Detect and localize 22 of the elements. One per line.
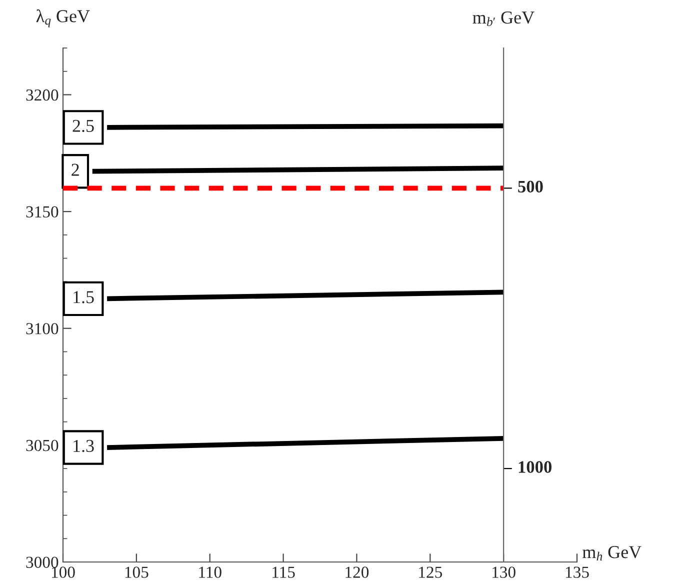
y2-tick-label: 500: [518, 180, 543, 193]
x-tick-label: 125: [419, 566, 442, 578]
series-label: 1.3: [74, 440, 94, 452]
y-axis-title: λ$_{q}$ GeV: [36, 9, 90, 28]
y-tick-label: 3100: [26, 323, 58, 334]
x-tick-label: 105: [125, 566, 148, 578]
y-tick-label: 3200: [26, 89, 58, 101]
y-tick-label: 3150: [26, 206, 58, 218]
x-tick-label: 120: [346, 566, 369, 578]
series-label: 2.5: [72, 120, 94, 132]
series-label: 1.5: [74, 291, 94, 304]
x-tick-label: 100: [52, 566, 75, 578]
y-tick-label: 3000: [26, 556, 58, 568]
x-tick-label: 110: [199, 566, 222, 578]
x-tick-label: 115: [272, 566, 295, 578]
x-tick-label: 130: [492, 566, 516, 578]
y-tick-label: 3050: [26, 440, 58, 452]
x-axis-title: m$_{h}$ GeV: [582, 546, 642, 560]
y2-tick-label: 1000: [518, 461, 552, 473]
y2-axis-title: m$_{b′}$ GeV: [472, 12, 534, 26]
legend-label: 2: [72, 164, 79, 176]
x-tick-label: 135: [566, 566, 589, 578]
